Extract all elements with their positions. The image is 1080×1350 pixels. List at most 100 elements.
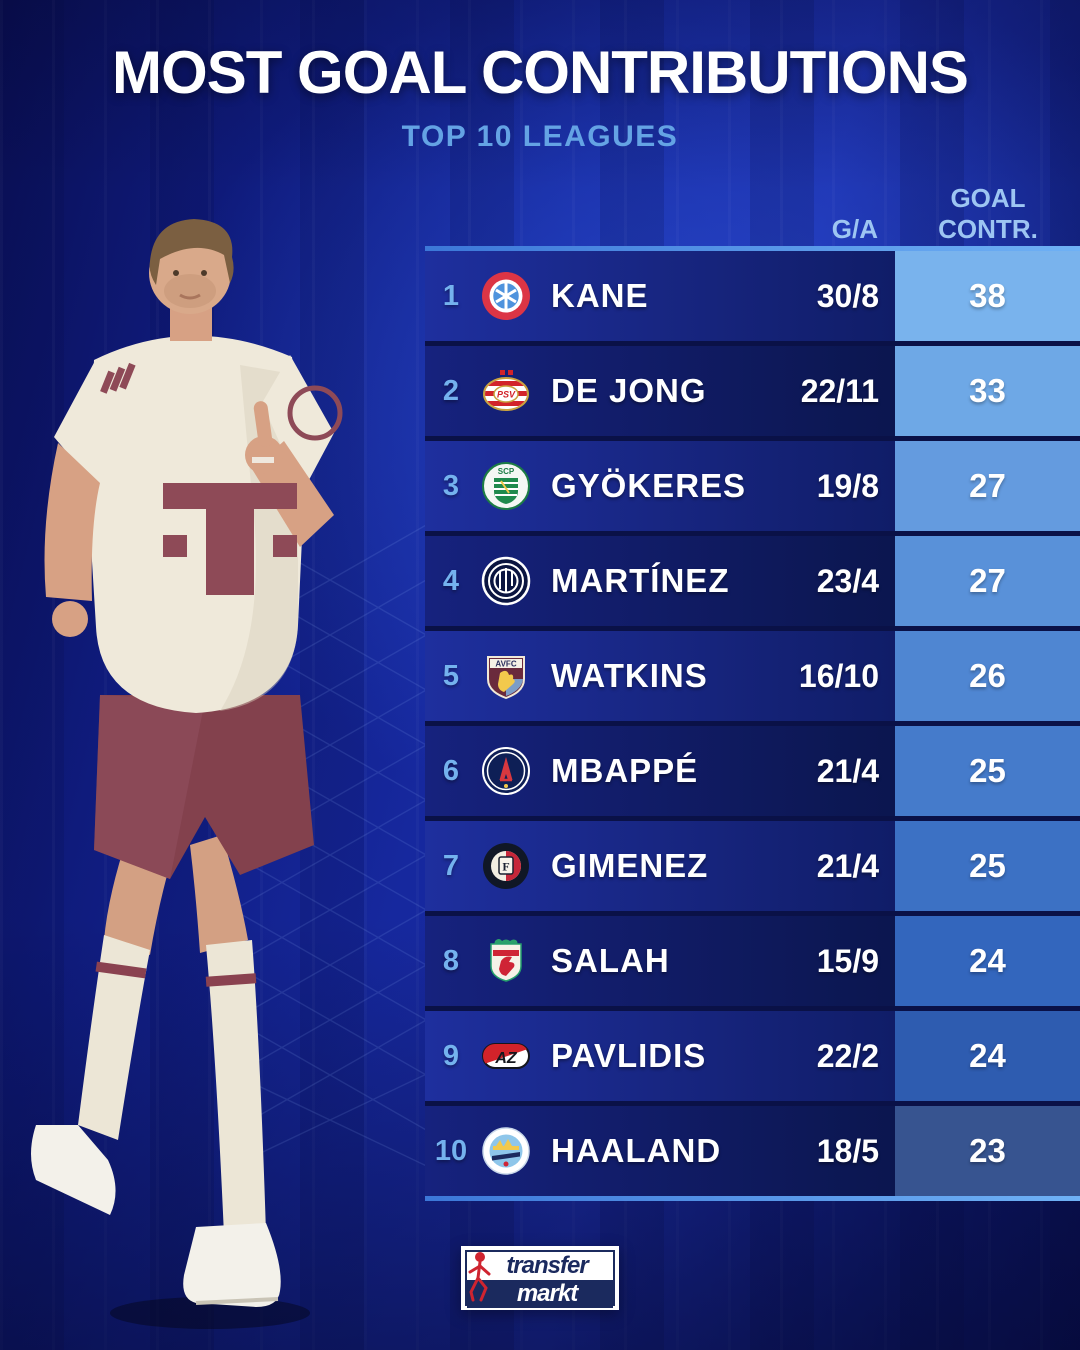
rank-number: 2: [442, 374, 460, 407]
goals-assists-value: 16/10: [798, 657, 879, 694]
table-row: 8 SALAH 15/9 24: [425, 916, 1080, 1006]
goal-contributions-value: 25: [969, 752, 1006, 789]
psv-eindhoven-badge-icon: PSV: [477, 366, 535, 416]
table-row: 6 MBAPPÉ 21/4 25: [425, 726, 1080, 816]
sporting-cp-badge-icon: SCP: [477, 461, 535, 511]
table-row-main: 2 PSV DE JONG 22/11: [425, 346, 895, 436]
goals-assists-value: 15/9: [816, 942, 879, 979]
transfermarkt-player-icon: [468, 1252, 491, 1302]
player-name: KANE: [551, 277, 649, 314]
player-name: MBAPPÉ: [551, 752, 699, 789]
table-row-main: 4 MARTÍNEZ 23/4: [425, 536, 895, 626]
liverpool-badge-icon: [477, 936, 535, 986]
player-name: GIMENEZ: [551, 847, 709, 884]
rank-number: 1: [442, 279, 460, 312]
player-name: GYÖKERES: [551, 467, 747, 504]
paris-saint-germain-badge-icon: [477, 746, 535, 796]
rank-number: 4: [442, 564, 460, 597]
svg-text:PSV: PSV: [497, 390, 516, 400]
goals-assists-value: 23/4: [816, 562, 879, 599]
rank-number: 8: [442, 944, 460, 977]
rank-number: 9: [442, 1039, 460, 1072]
player-name: SALAH: [551, 942, 670, 979]
ranking-table: 1 KANE 30/8 38 2 PSV DE JONG 22/11 33 3 …: [425, 246, 1080, 1201]
contr-cell: 25: [895, 821, 1080, 911]
goals-assists-value: 30/8: [816, 277, 879, 314]
logo-text-markt: markt: [516, 1280, 578, 1307]
contr-cell: 38: [895, 251, 1080, 341]
column-header-goal-contr: GOAL CONTR.: [896, 183, 1080, 245]
goal-contributions-value: 27: [969, 467, 1006, 504]
goal-contributions-value: 33: [969, 372, 1006, 409]
rank-number: 7: [442, 849, 460, 882]
table-row: 2 PSV DE JONG 22/11 33: [425, 346, 1080, 436]
player-name: PAVLIDIS: [551, 1037, 707, 1074]
goal-contributions-value: 24: [969, 942, 1006, 979]
feyenoord-badge-icon: F: [477, 841, 535, 891]
contr-cell: 24: [895, 1011, 1080, 1101]
transfermarkt-logo-inner: transfer markt: [465, 1250, 615, 1308]
contr-cell: 27: [895, 536, 1080, 626]
column-header-ga: G/A: [831, 214, 878, 244]
table-row-main: 8 SALAH 15/9: [425, 916, 895, 1006]
manchester-city-badge-icon: [477, 1126, 535, 1176]
logo-text-transfer: transfer: [506, 1252, 588, 1279]
contr-cell: 26: [895, 631, 1080, 721]
rank-number: 3: [442, 469, 460, 502]
goal-contributions-value: 24: [969, 1037, 1006, 1074]
table-row: 1 KANE 30/8 38: [425, 251, 1080, 341]
goals-assists-value: 21/4: [816, 847, 879, 884]
player-name: DE JONG: [551, 372, 707, 409]
az-alkmaar-badge-icon: AZ: [477, 1031, 535, 1081]
table-bottom-border: [425, 1196, 1080, 1201]
page-subtitle: TOP 10 LEAGUES: [401, 120, 679, 153]
table-row-main: 3 SCP GYÖKERES 19/8: [425, 441, 895, 531]
player-name: WATKINS: [551, 657, 708, 694]
table-row-main: 6 MBAPPÉ 21/4: [425, 726, 895, 816]
player-name: MARTÍNEZ: [551, 562, 730, 599]
table-row-main: 9 AZ PAVLIDIS 22/2: [425, 1011, 895, 1101]
rank-number: 6: [442, 754, 460, 787]
table-row-main: 5 AVFC WATKINS 16/10: [425, 631, 895, 721]
svg-text:AVFC: AVFC: [495, 660, 516, 669]
inter-milan-badge-icon: [477, 556, 535, 606]
rank-number: 10: [434, 1134, 468, 1167]
table-row-main: 1 KANE 30/8: [425, 251, 895, 341]
goals-assists-value: 19/8: [816, 467, 879, 504]
table-row-main: 7 F GIMENEZ 21/4: [425, 821, 895, 911]
table-row: 3 SCP GYÖKERES 19/8 27: [425, 441, 1080, 531]
goal-contributions-value: 38: [969, 277, 1006, 314]
table-row: 9 AZ PAVLIDIS 22/2 24: [425, 1011, 1080, 1101]
goal-contributions-value: 27: [969, 562, 1006, 599]
goals-assists-value: 22/11: [800, 372, 879, 409]
contr-cell: 33: [895, 346, 1080, 436]
contr-cell: 23: [895, 1106, 1080, 1196]
table-row: 10 HAALAND 18/5 23: [425, 1106, 1080, 1196]
table-row: 4 MARTÍNEZ 23/4 27: [425, 536, 1080, 626]
player-name: HAALAND: [551, 1132, 722, 1169]
aston-villa-badge-icon: AVFC: [477, 651, 535, 701]
contr-cell: 25: [895, 726, 1080, 816]
goal-contributions-value: 25: [969, 847, 1006, 884]
contr-cell: 24: [895, 916, 1080, 1006]
table-row: 5 AVFC WATKINS 16/10 26: [425, 631, 1080, 721]
contr-cell: 27: [895, 441, 1080, 531]
table-top-border: [425, 246, 1080, 251]
table-rows: 1 KANE 30/8 38 2 PSV DE JONG 22/11 33 3 …: [425, 251, 1080, 1196]
goal-contributions-value: 23: [969, 1132, 1006, 1169]
svg-text:AZ: AZ: [494, 1050, 518, 1067]
column-header-goal: GOAL: [950, 183, 1026, 213]
table-row: 7 F GIMENEZ 21/4 25: [425, 821, 1080, 911]
goals-assists-value: 21/4: [816, 752, 879, 789]
column-header-contr: CONTR.: [938, 214, 1038, 244]
goals-assists-value: 18/5: [816, 1132, 879, 1169]
rank-number: 5: [442, 659, 460, 692]
table-row-main: 10 HAALAND 18/5: [425, 1106, 895, 1196]
goals-assists-value: 22/2: [816, 1037, 879, 1074]
svg-text:SCP: SCP: [498, 467, 515, 476]
page-title: MOST GOAL CONTRIBUTIONS: [112, 39, 969, 106]
transfermarkt-logo: transfer markt: [461, 1246, 619, 1310]
goal-contributions-value: 26: [969, 657, 1006, 694]
bayern-munich-badge-icon: [477, 271, 535, 321]
